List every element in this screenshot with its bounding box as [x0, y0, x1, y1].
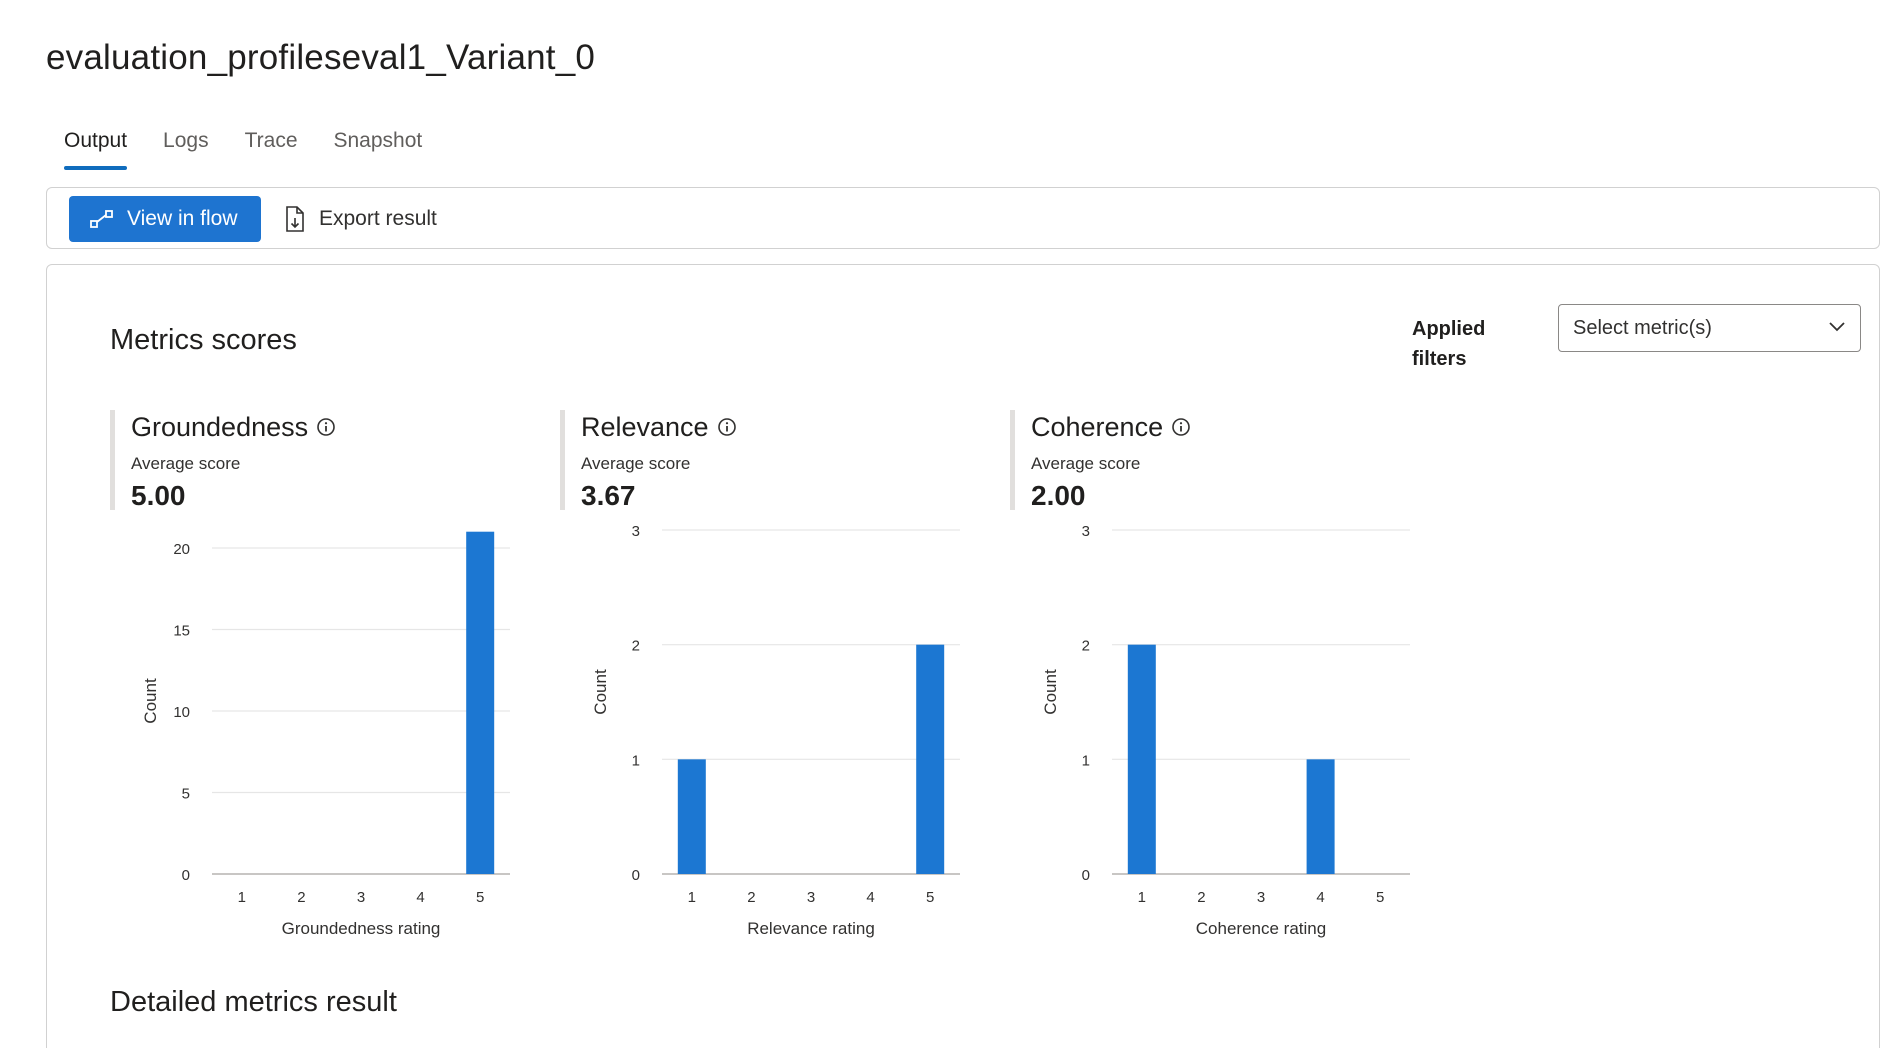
- tab-snapshot[interactable]: Snapshot: [333, 129, 423, 152]
- x-tick-label: 2: [747, 889, 755, 906]
- info-icon[interactable]: [717, 417, 737, 437]
- view-in-flow-button[interactable]: View in flow: [69, 196, 261, 242]
- bar-5: [916, 644, 945, 874]
- bar-1: [677, 759, 706, 874]
- y-tick-label: 10: [173, 704, 190, 721]
- metric-average-value: 2.00: [1031, 480, 1086, 511]
- x-tick-label: 1: [688, 889, 696, 906]
- bar-4: [1306, 759, 1335, 874]
- export-result-button[interactable]: Export result: [283, 196, 437, 242]
- metrics-panel: [46, 264, 1880, 1048]
- y-axis-title: Count: [141, 678, 160, 724]
- y-axis-title: Count: [591, 669, 610, 715]
- metric-average-value: 3.67: [581, 480, 636, 511]
- bar-1: [1127, 644, 1156, 874]
- x-tick-label: 3: [807, 889, 815, 906]
- y-tick-label: 2: [1082, 638, 1090, 655]
- flow-icon: [90, 210, 113, 228]
- y-tick-label: 20: [173, 541, 190, 558]
- view-in-flow-label: View in flow: [127, 207, 238, 230]
- y-tick-label: 0: [632, 867, 640, 884]
- metric-card-groundedness: Groundedness Average score 5.00: [110, 410, 530, 511]
- y-tick-label: 1: [1082, 752, 1090, 769]
- metric-select-dropdown[interactable]: Select metric(s): [1558, 304, 1861, 352]
- metric-name: Relevance: [581, 411, 709, 442]
- y-tick-label: 5: [182, 786, 190, 803]
- detailed-metrics-title: Detailed metrics result: [110, 986, 397, 1018]
- x-tick-label: 2: [297, 889, 305, 906]
- metric-card-relevance: Relevance Average score 3.67: [560, 410, 980, 511]
- info-icon[interactable]: [316, 417, 336, 437]
- relevance-chart: 0 1 2 3 1 2 3 4 5 Relevance rating Count: [591, 523, 960, 938]
- x-tick-label: 5: [476, 889, 484, 906]
- x-tick-label: 3: [1257, 889, 1265, 906]
- x-tick-label: 1: [1138, 889, 1146, 906]
- x-tick-label: 4: [866, 889, 874, 906]
- chevron-down-icon: [1829, 322, 1845, 332]
- groundedness-chart: 0 5 10 15 20 1 2 3 4 5 Groundedness rating Count: [141, 531, 510, 938]
- applied-filters-label: Applied filters: [1412, 318, 1486, 370]
- export-document-icon: [286, 206, 304, 232]
- metric-name: Coherence: [1031, 411, 1164, 442]
- metric-select-placeholder: Select metric(s): [1573, 316, 1712, 339]
- x-axis-title: Groundedness rating: [282, 919, 441, 938]
- y-tick-label: 0: [1082, 867, 1090, 884]
- info-icon[interactable]: [1171, 417, 1191, 437]
- y-tick-label: 15: [173, 623, 190, 640]
- x-axis-title: Relevance rating: [747, 919, 875, 938]
- y-tick-label: 2: [632, 638, 640, 655]
- metric-card-coherence: Coherence Average score 2.00: [1010, 410, 1430, 511]
- metric-subtitle: Average score: [131, 454, 241, 473]
- export-result-label: Export result: [319, 207, 437, 230]
- page-title: evaluation_profileseval1_Variant_0: [46, 38, 596, 77]
- y-tick-label: 0: [182, 867, 190, 884]
- tab-output[interactable]: Output: [46, 126, 145, 176]
- metric-subtitle: Average score: [1031, 454, 1141, 473]
- bar-5: [466, 531, 495, 874]
- tab-logs[interactable]: Logs: [163, 129, 209, 152]
- tab-bar: Output Logs Trace Snapshot: [46, 126, 440, 176]
- tab-trace[interactable]: Trace: [244, 129, 298, 152]
- y-axis-title: Count: [1041, 669, 1060, 715]
- y-tick-label: 3: [1082, 523, 1090, 540]
- y-tick-label: 1: [632, 752, 640, 769]
- x-tick-label: 3: [357, 889, 365, 906]
- toolbar: View in flow Export result: [46, 187, 1880, 249]
- x-tick-label: 1: [238, 889, 246, 906]
- x-tick-label: 4: [1316, 889, 1324, 906]
- x-tick-label: 5: [926, 889, 934, 906]
- metrics-scores-title: Metrics scores: [110, 324, 297, 356]
- x-tick-label: 4: [416, 889, 424, 906]
- y-tick-label: 3: [632, 523, 640, 540]
- x-tick-label: 2: [1197, 889, 1205, 906]
- metric-average-value: 5.00: [131, 480, 186, 511]
- x-tick-label: 5: [1376, 889, 1384, 906]
- metric-subtitle: Average score: [581, 454, 691, 473]
- x-axis-title: Coherence rating: [1196, 919, 1326, 938]
- metric-name: Groundedness: [131, 411, 309, 442]
- coherence-chart: 0 1 2 3 1 2 3 4 5 Coherence rating Count: [1041, 523, 1410, 938]
